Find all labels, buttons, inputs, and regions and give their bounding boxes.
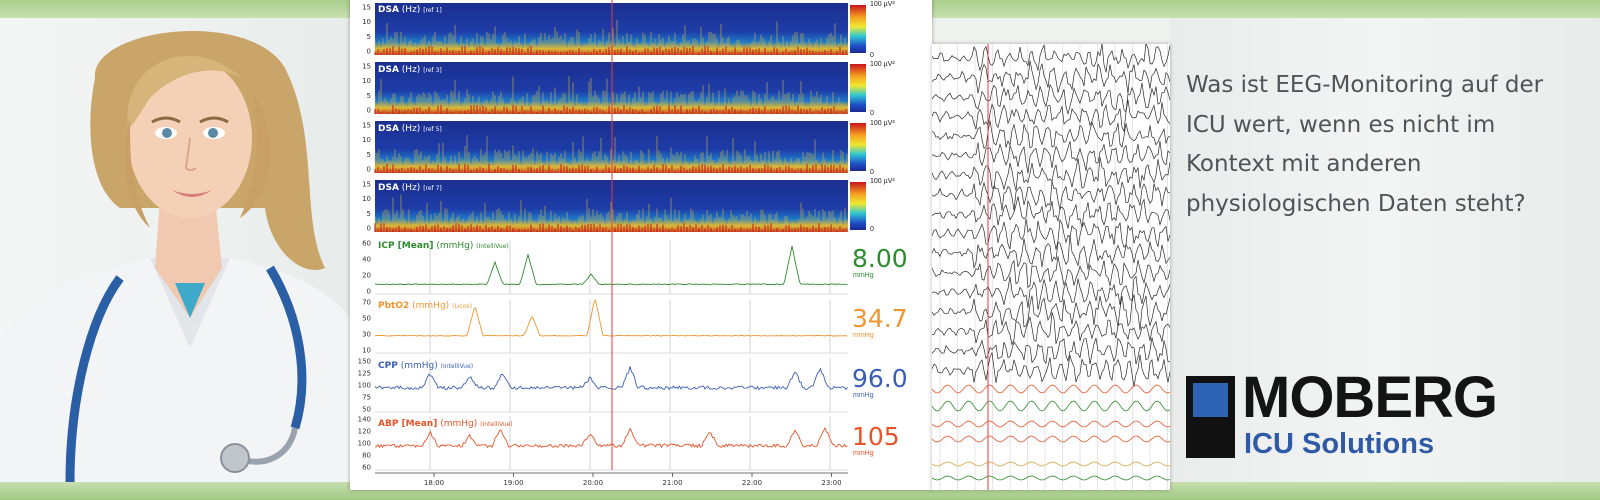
icp-value-unit: mmHg xyxy=(853,272,874,279)
logo-tagline: ICU Solutions xyxy=(1244,428,1435,460)
time-axis-tick: 19:00 xyxy=(503,479,523,487)
dsa-y-tick: 5 xyxy=(367,151,371,159)
dsa-label-4: DSA (Hz) [ref 7] xyxy=(378,183,442,193)
dsa-scale-bottom-4: 0 xyxy=(870,226,874,233)
trend-y-tick: 100 xyxy=(358,440,371,448)
doctor-photo xyxy=(0,18,350,482)
dsa-y-tick: 5 xyxy=(367,92,371,100)
dsa-y-tick: 0 xyxy=(367,107,371,115)
trend-line-2 xyxy=(374,299,848,337)
trend-label-pbto2: PbtO2 (mmHg) (Licox) xyxy=(378,301,473,311)
pbto2-value: 34.7 xyxy=(852,304,908,333)
icp-value: 8.00 xyxy=(852,244,908,273)
dsa-label-3: DSA (Hz) [ref 5] xyxy=(378,124,442,134)
trend-y-tick: 10 xyxy=(362,347,371,355)
dsa-scale-top-2: 100 µV² xyxy=(870,61,895,68)
dsa-y-tick: 15 xyxy=(362,181,371,189)
dsa-scale-top-1: 100 µV² xyxy=(870,1,895,8)
dsa-y-tick: 0 xyxy=(367,225,371,233)
headline-text: Was ist EEG-Monitoring auf der ICU wert,… xyxy=(1186,72,1544,217)
dsa-scale-bottom-2: 0 xyxy=(870,110,874,117)
dsa-color-scale-3 xyxy=(850,123,866,171)
time-axis-tick: 20:00 xyxy=(583,479,603,487)
time-axis-tick: 22:00 xyxy=(742,479,762,487)
right-background xyxy=(1170,18,1600,482)
trend-y-tick: 120 xyxy=(358,428,371,436)
time-axis-tick: 23:00 xyxy=(821,479,841,487)
trend-y-tick: 70 xyxy=(362,299,371,307)
abp-value-unit: mmHg xyxy=(853,450,874,457)
logo-mark xyxy=(1186,376,1235,458)
cpp-value: 96.0 xyxy=(852,364,908,393)
trend-y-tick: 50 xyxy=(362,315,371,323)
eeg-waveform-strip xyxy=(931,43,1171,490)
dsa-scale-top-3: 100 µV² xyxy=(870,120,895,127)
trend-y-tick: 20 xyxy=(362,272,371,280)
dsa-y-tick: 0 xyxy=(367,48,371,56)
monitoring-panel: 15 10 5 0 15 10 5 0 15 10 5 0 15 10 5 0 60 40 20 0 70 50 30 10… xyxy=(350,0,932,490)
dsa-y-tick: 10 xyxy=(362,18,371,26)
trend-y-tick: 140 xyxy=(358,416,371,424)
dsa-y-tick: 5 xyxy=(367,33,371,41)
dsa-color-scale-2 xyxy=(850,64,866,112)
time-axis-tick: 21:00 xyxy=(662,479,682,487)
dsa-y-tick: 10 xyxy=(362,136,371,144)
time-axis-tick: 18:00 xyxy=(424,479,444,487)
moberg-logo: MOBERG ICU Solutions xyxy=(1186,368,1546,460)
dsa-color-scale-4 xyxy=(850,182,866,230)
dsa-y-tick: 0 xyxy=(367,166,371,174)
trend-y-tick: 50 xyxy=(362,406,371,414)
dsa-y-tick: 5 xyxy=(367,210,371,218)
dsa-y-tick: 15 xyxy=(362,4,371,12)
dsa-label-2: DSA (Hz) [ref 3] xyxy=(378,65,442,75)
trend-y-tick: 75 xyxy=(362,394,371,402)
dsa-y-tick: 10 xyxy=(362,195,371,203)
trend-label-cpp: CPP (mmHg) (IntelliVue) xyxy=(378,361,474,371)
trend-y-tick: 30 xyxy=(362,331,371,339)
trend-y-tick: 60 xyxy=(362,464,371,472)
trend-y-tick: 150 xyxy=(358,358,371,366)
dsa-scale-bottom-3: 0 xyxy=(870,169,874,176)
trend-line-3 xyxy=(374,366,848,391)
trend-y-tick: 80 xyxy=(362,452,371,460)
cpp-value-unit: mmHg xyxy=(853,392,874,399)
dsa-scale-bottom-1: 0 xyxy=(870,52,874,59)
dsa-y-tick: 10 xyxy=(362,77,371,85)
dsa-color-scale-1 xyxy=(850,5,866,53)
trend-y-tick: 100 xyxy=(358,382,371,390)
trend-label-icp: ICP [Mean] (mmHg) (IntelliVue) xyxy=(378,241,509,251)
dsa-scale-top-4: 100 µV² xyxy=(870,178,895,185)
dsa-label-1: DSA (Hz) [ref 1] xyxy=(378,5,442,15)
trend-y-tick: 125 xyxy=(358,370,371,378)
trend-line-1 xyxy=(374,245,848,286)
trend-label-abp: ABP [Mean] (mmHg) (IntelliVue) xyxy=(378,419,513,429)
dsa-y-tick: 15 xyxy=(362,122,371,130)
trend-y-tick: 0 xyxy=(367,288,371,296)
logo-wordmark: MOBERG xyxy=(1242,365,1498,430)
trend-y-tick: 40 xyxy=(362,256,371,264)
trend-line-4 xyxy=(374,426,848,449)
abp-value: 105 xyxy=(852,422,900,451)
trend-y-tick: 60 xyxy=(362,240,371,248)
dsa-y-tick: 15 xyxy=(362,63,371,71)
pbto2-value-unit: mmHg xyxy=(853,332,874,339)
